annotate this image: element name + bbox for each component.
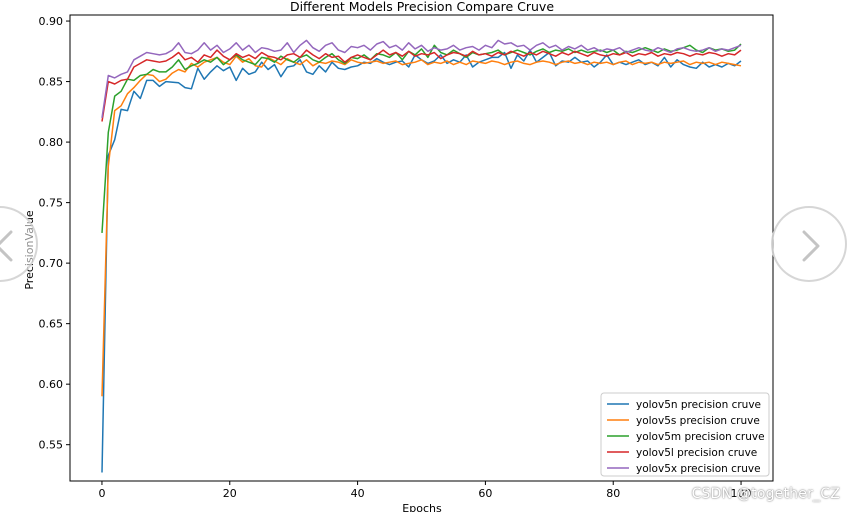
y-axis: 0.55 0.60 0.65 0.70 0.75 0.80 0.85 0.90 bbox=[39, 15, 70, 452]
watermark: CSDN @together_CZ bbox=[691, 486, 840, 502]
chevron-left-icon bbox=[0, 230, 13, 262]
legend-box bbox=[600, 392, 770, 477]
y-tick-label: 0.65 bbox=[39, 318, 64, 331]
legend-label: yolov5l precision cruve bbox=[636, 447, 757, 459]
y-tick-label: 0.75 bbox=[39, 197, 64, 210]
legend-label: yolov5x precision cruve bbox=[636, 463, 761, 475]
x-axis: 0 20 40 60 80 100 bbox=[98, 481, 752, 500]
legend: yolov5n precision cruve yolov5s precision… bbox=[600, 392, 770, 477]
series-line-yolov5m bbox=[101, 43, 742, 233]
chevron-right-icon bbox=[802, 230, 820, 262]
x-tick-label: 20 bbox=[223, 487, 237, 500]
chart-title: Different Models Precision Compare Cruve bbox=[290, 0, 554, 14]
y-tick-label: 0.70 bbox=[39, 257, 64, 270]
y-tick-label: 0.90 bbox=[39, 15, 64, 28]
x-tick-label: 80 bbox=[606, 487, 620, 500]
x-tick-label: 60 bbox=[478, 487, 492, 500]
series-layer bbox=[101, 39, 742, 473]
x-tick-label: 40 bbox=[351, 487, 365, 500]
legend-label: yolov5m precision cruve bbox=[636, 431, 765, 443]
x-tick-label: 100 bbox=[731, 487, 752, 500]
y-tick-label: 0.80 bbox=[39, 136, 64, 149]
y-tick-label: 0.60 bbox=[39, 378, 64, 391]
x-tick-label: 0 bbox=[98, 487, 105, 500]
legend-label: yolov5s precision cruve bbox=[636, 415, 760, 427]
y-tick-label: 0.85 bbox=[39, 76, 64, 89]
series-line-yolov5x bbox=[101, 39, 742, 119]
previous-button[interactable] bbox=[0, 206, 38, 282]
series-line-yolov5s bbox=[101, 55, 742, 397]
y-tick-label: 0.55 bbox=[39, 439, 64, 452]
next-button[interactable] bbox=[771, 206, 847, 282]
x-axis-label: Epochs bbox=[402, 502, 442, 512]
legend-label: yolov5n precision cruve bbox=[636, 399, 761, 411]
series-line-yolov5l bbox=[101, 49, 742, 122]
